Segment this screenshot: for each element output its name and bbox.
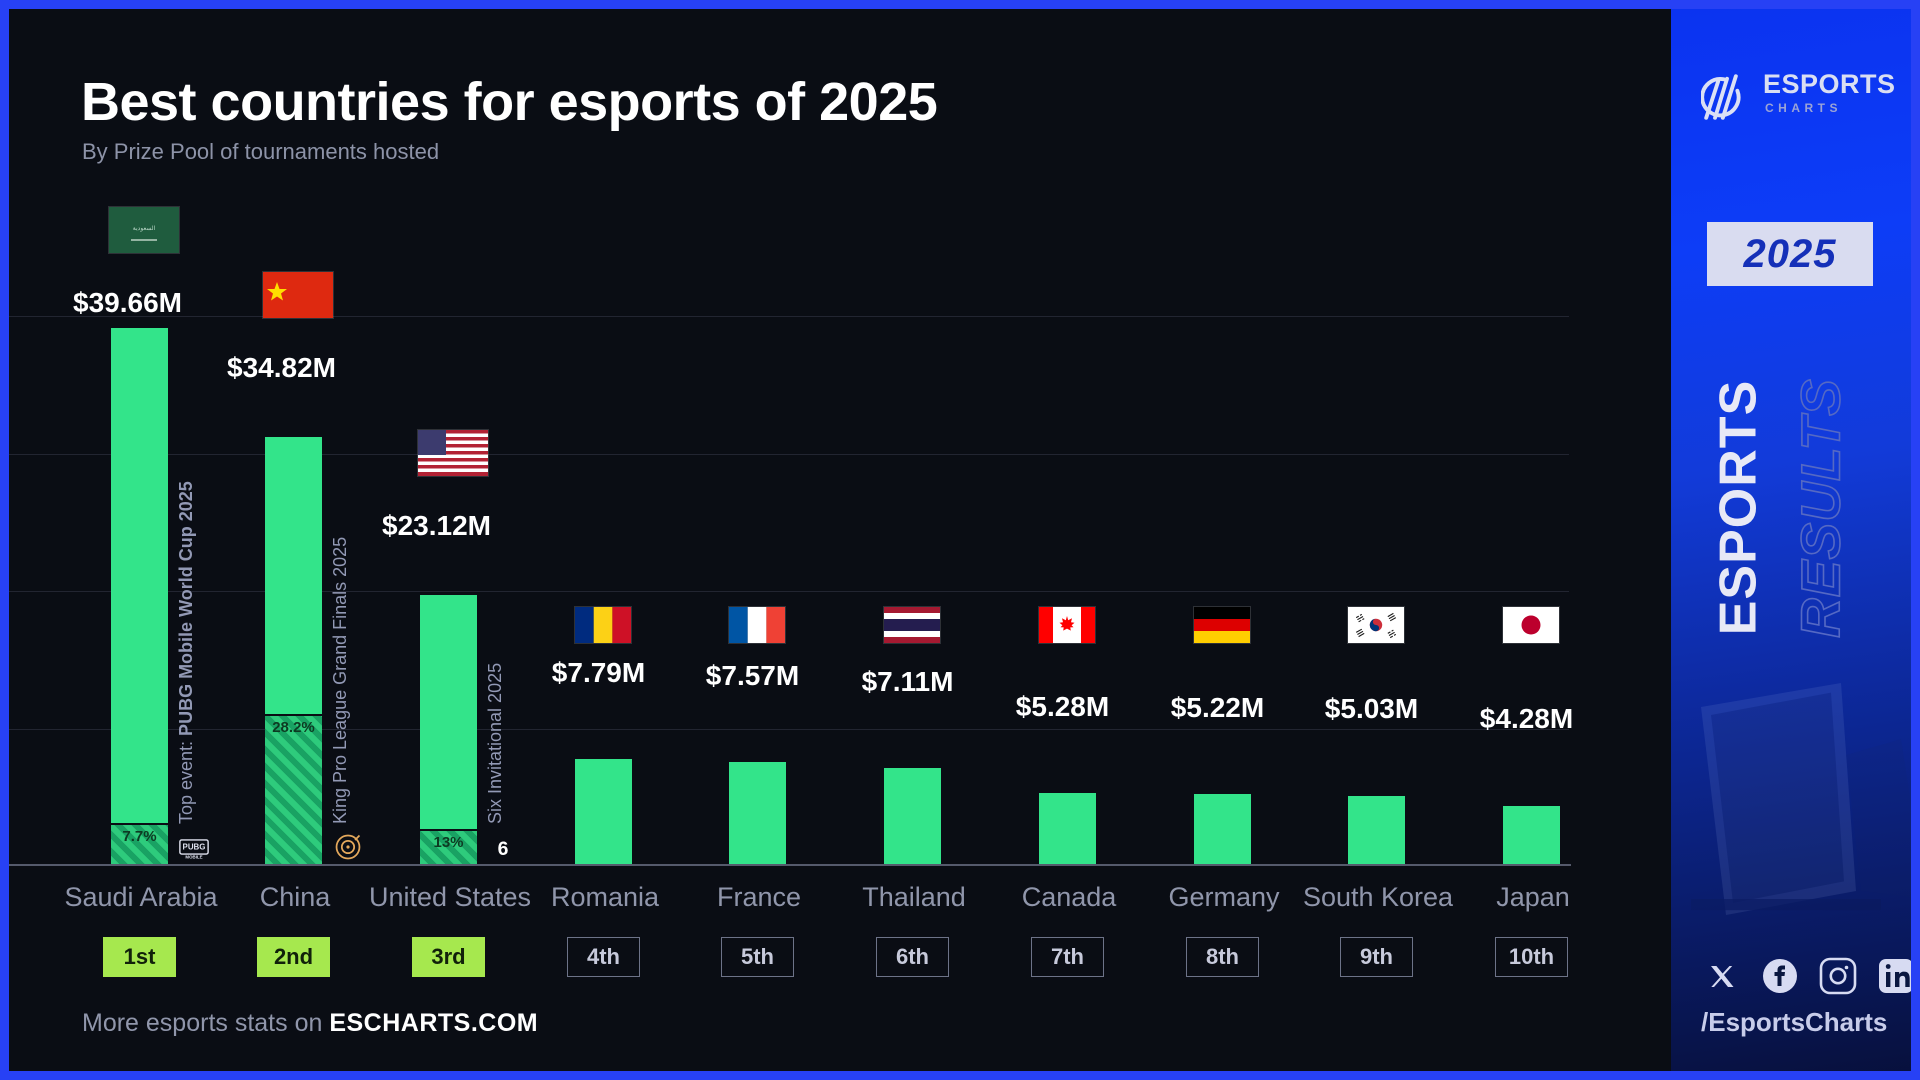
svg-text:PUBG: PUBG [183,843,206,852]
svg-text:السعودية: السعودية [133,225,156,232]
svg-text:6: 6 [498,838,509,860]
svg-text:MOBILE: MOBILE [185,854,202,859]
